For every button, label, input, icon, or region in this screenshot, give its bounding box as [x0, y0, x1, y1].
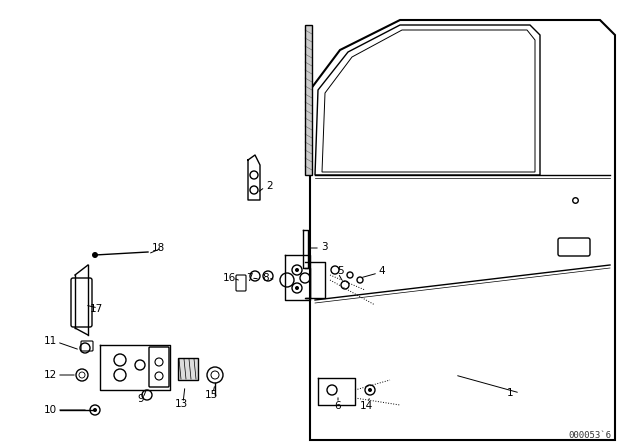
Text: 16: 16 [222, 273, 236, 283]
Circle shape [92, 252, 98, 258]
Text: 11: 11 [44, 336, 56, 346]
Circle shape [93, 408, 97, 412]
Text: 2: 2 [267, 181, 273, 191]
Text: 18: 18 [152, 243, 164, 253]
Circle shape [368, 388, 372, 392]
Text: 3: 3 [321, 242, 327, 252]
Text: 7: 7 [246, 273, 252, 283]
Polygon shape [305, 25, 312, 175]
Text: 8: 8 [262, 273, 269, 283]
Text: 13: 13 [174, 399, 188, 409]
Circle shape [295, 268, 299, 272]
Text: 17: 17 [90, 304, 102, 314]
Text: 12: 12 [44, 370, 56, 380]
Circle shape [295, 286, 299, 290]
Text: 9: 9 [138, 394, 144, 404]
Text: 1: 1 [507, 388, 513, 398]
Text: 10: 10 [44, 405, 56, 415]
Text: 4: 4 [379, 266, 385, 276]
Bar [178, 358, 198, 380]
Text: 15: 15 [204, 390, 218, 400]
Text: 000053`6: 000053`6 [568, 431, 611, 439]
Text: 14: 14 [360, 401, 372, 411]
Text: 5: 5 [337, 266, 343, 276]
Text: 6: 6 [335, 401, 341, 411]
